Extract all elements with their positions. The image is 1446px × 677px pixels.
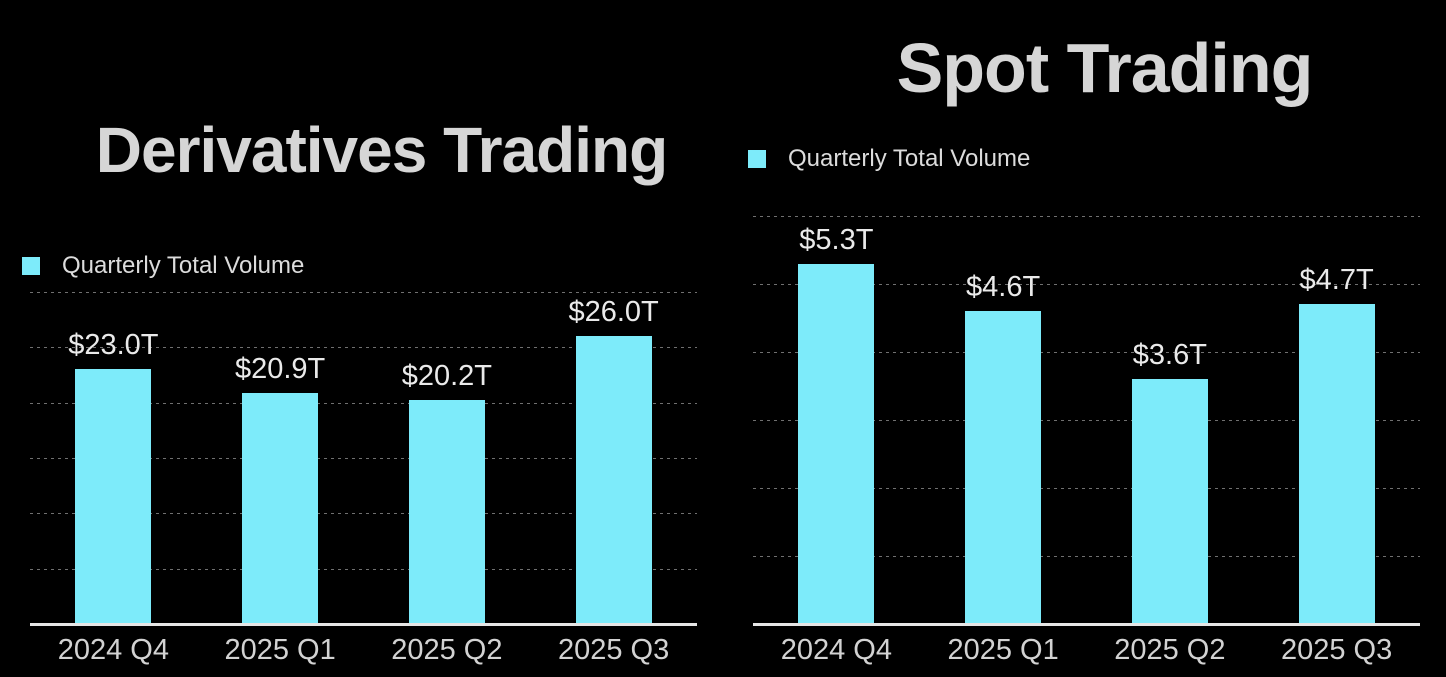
bar-2025-q3 [575,336,652,624]
gridline-5T [30,568,697,570]
spot-trading-panel: Spot Trading Quarterly Total Volume $5.3… [723,0,1446,677]
derivatives-trading-panel: Derivatives Trading Quarterly Total Volu… [22,114,697,665]
bar-column-2025-q2: $20.2T [364,292,531,624]
spot-plot-area: $5.3T $4.6T $3.6T $4.7T [753,216,1420,626]
gridline-4T [753,352,1420,353]
derivatives-legend: Quarterly Total Volume [22,254,304,278]
gridline-2T [753,488,1420,489]
gridline-5T [753,284,1420,285]
bar-value-label: $20.2T [401,360,493,393]
bar-column-2025-q3: $4.7T [1253,216,1420,624]
x-axis-label: 2025 Q2 [391,634,503,666]
x-axis-label: 2025 Q1 [947,634,1059,666]
bar-2024-q4 [75,369,152,624]
bar-column-2024-q4: $5.3T [753,216,920,624]
legend-label: Quarterly Total Volume [788,145,1031,172]
x-axis-line [753,623,1420,626]
gridline-25T [30,347,697,349]
x-axis-label: 2025 Q3 [1280,634,1393,666]
bar-2025-q1 [965,311,1042,624]
x-axis-line [30,623,697,626]
bar-value-label: $3.6T [1132,339,1207,372]
gridline-6T [753,216,1420,217]
gridline-15T [30,458,697,459]
bars: $23.0T $20.9T $20.2T $26.0T [30,292,697,624]
x-axis-labels: 2024 Q4 2025 Q1 2025 Q2 2025 Q3 [753,636,1420,665]
bar-2025-q2 [1131,379,1208,624]
bars: $5.3T $4.6T $3.6T $4.7T [753,216,1420,624]
gridline-20T [30,402,697,404]
bar-2025-q3 [1298,304,1375,624]
bar-2024-q4 [798,263,875,624]
derivatives-chart-title: Derivatives Trading [95,114,668,186]
bar-value-label: $5.3T [799,223,874,256]
gridline-10T [30,513,697,515]
bar-value-label: $4.6T [966,271,1041,304]
legend-swatch [22,257,40,275]
bar-column-2024-q4: $23.0T [30,292,197,624]
x-axis-label: 2025 Q3 [557,634,670,666]
bar-2025-q2 [408,400,485,624]
bar-2025-q1 [242,392,319,624]
derivatives-plot-area: $23.0T $20.9T $20.2T $26.0T [30,292,697,626]
gridline-1T [753,556,1420,557]
bar-column-2025-q1: $20.9T [197,292,364,624]
bar-value-label: $26.0T [568,296,659,329]
legend-label: Quarterly Total Volume [62,252,305,279]
gridline-3T [753,420,1420,421]
x-axis-label: 2025 Q2 [1114,634,1226,666]
bar-column-2025-q2: $3.6T [1087,216,1254,624]
gridlines [30,292,697,624]
bar-value-label: $23.0T [68,329,159,362]
x-axis-label: 2024 Q4 [780,634,892,666]
gridlines [753,216,1420,624]
spot-chart-title: Spot Trading [896,29,1314,107]
x-axis-label: 2025 Q1 [224,634,336,666]
legend-swatch [748,150,766,168]
gridline-30T [30,292,697,293]
bar-value-label: $4.7T [1299,264,1374,297]
x-axis-labels: 2024 Q4 2025 Q1 2025 Q2 2025 Q3 [30,636,697,665]
spot-legend: Quarterly Total Volume [748,147,1030,171]
bar-column-2025-q1: $4.6T [920,216,1087,624]
x-axis-label: 2024 Q4 [57,634,169,666]
bar-value-label: $20.9T [234,352,326,385]
bar-column-2025-q3: $26.0T [530,292,697,624]
